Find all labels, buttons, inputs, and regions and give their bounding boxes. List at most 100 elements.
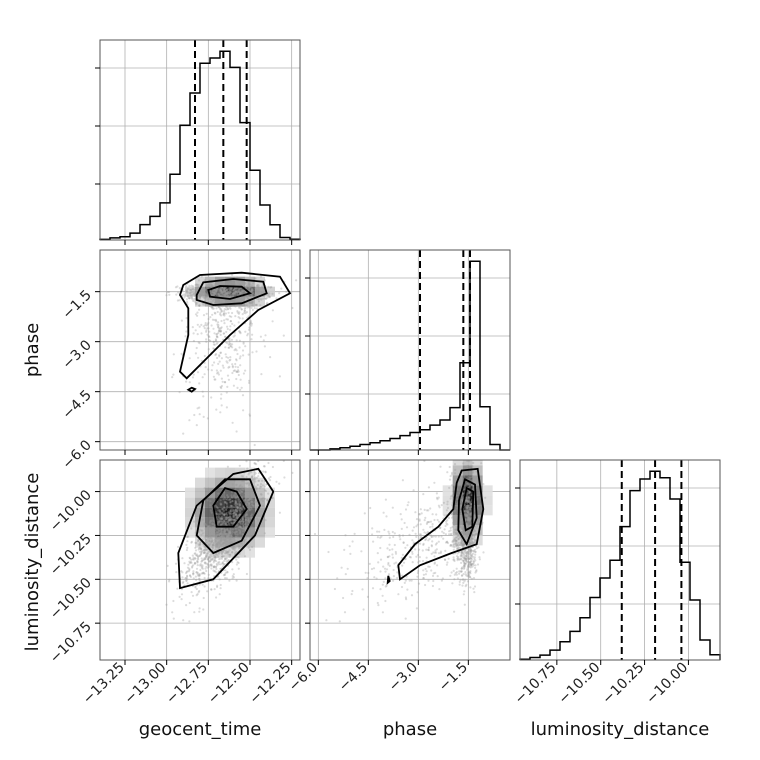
scatter-point [466, 532, 470, 535]
scatter-point [454, 513, 457, 516]
scatter-point [229, 325, 232, 328]
scatter-point [253, 307, 256, 310]
scatter-point [241, 488, 244, 491]
scatter-point [457, 485, 460, 488]
scatter-point [225, 301, 228, 304]
scatter-point [206, 538, 209, 542]
scatter-point [477, 546, 480, 549]
density-cell [195, 527, 205, 538]
scatter-point [460, 521, 463, 524]
scatter-point [218, 519, 221, 523]
scatter-point [470, 563, 473, 566]
scatter-point [195, 571, 198, 574]
scatter-point [233, 514, 236, 517]
scatter-point [461, 528, 464, 531]
scatter-point [237, 545, 240, 548]
density-cell [215, 296, 225, 307]
density-cell [225, 497, 235, 508]
scatter-point [212, 565, 215, 568]
scatter-point [207, 321, 210, 324]
scatter-point [251, 308, 254, 312]
scatter-point [465, 562, 468, 565]
scatter-point [216, 554, 219, 557]
scatter-point [238, 545, 241, 548]
scatter-point [243, 539, 246, 543]
scatter-point [192, 339, 195, 343]
scatter-point [202, 303, 205, 306]
scatter-point [211, 293, 214, 296]
scatter-point [248, 496, 251, 499]
scatter-point [237, 290, 240, 293]
scatter-point [468, 574, 471, 577]
scatter-point [248, 502, 251, 505]
scatter-point [220, 535, 223, 538]
scatter-point [470, 556, 473, 559]
scatter-point [464, 538, 467, 541]
scatter-point [225, 508, 228, 512]
scatter-point [471, 465, 474, 468]
scatter-point [469, 561, 472, 565]
scatter-point [198, 304, 201, 307]
scatter-point [203, 296, 206, 299]
scatter-point [401, 534, 405, 537]
scatter-point [208, 525, 211, 528]
scatter-point [285, 290, 288, 293]
scatter-point [460, 526, 463, 529]
scatter-point [244, 515, 247, 518]
density-cell [472, 505, 483, 516]
scatter-point [234, 546, 237, 550]
scatter-point [465, 513, 468, 516]
scatter-point [219, 535, 222, 539]
density-cell [215, 507, 225, 518]
scatter-point [222, 290, 225, 293]
scatter-point [464, 512, 467, 516]
scatter-point [232, 290, 236, 293]
scatter-point [218, 295, 221, 298]
scatter-point [479, 513, 482, 516]
scatter-point [422, 569, 425, 572]
scatter-point [198, 547, 201, 550]
scatter-point [251, 285, 255, 288]
scatter-point [233, 298, 236, 301]
scatter-point [221, 533, 224, 536]
scatter-point [211, 543, 214, 547]
scatter-point [213, 565, 216, 569]
scatter-point [231, 561, 234, 564]
scatter-point [208, 533, 211, 537]
scatter-point [248, 381, 251, 384]
scatter-point [245, 537, 248, 540]
scatter-point [255, 350, 258, 353]
scatter-point [473, 529, 476, 532]
scatter-point [463, 509, 466, 512]
scatter-point [396, 571, 399, 574]
scatter-point [260, 493, 263, 496]
scatter-point [226, 292, 229, 295]
scatter-point [240, 542, 244, 545]
scatter-point [271, 465, 274, 469]
scatter-point [219, 289, 222, 292]
scatter-point [185, 298, 188, 301]
scatter-point [467, 506, 470, 509]
scatter-point [437, 496, 440, 499]
scatter-point [193, 413, 196, 417]
density-cell [185, 527, 195, 538]
scatter-point [198, 294, 202, 298]
scatter-point [384, 599, 387, 603]
scatter-point [212, 566, 215, 569]
scatter-point [244, 499, 247, 502]
scatter-point [454, 539, 458, 542]
scatter-point [240, 291, 243, 294]
scatter-point [444, 541, 448, 544]
scatter-point [467, 522, 470, 525]
scatter-point [193, 297, 196, 300]
scatter-point [349, 552, 352, 556]
scatter-point [204, 294, 208, 297]
scatter-point [213, 548, 216, 551]
scatter-point [398, 534, 401, 537]
scatter-point [462, 528, 465, 531]
scatter-point [239, 304, 242, 307]
scatter-point [259, 483, 263, 486]
scatter-point [439, 465, 442, 468]
scatter-point [186, 301, 189, 304]
scatter-point [450, 471, 454, 474]
